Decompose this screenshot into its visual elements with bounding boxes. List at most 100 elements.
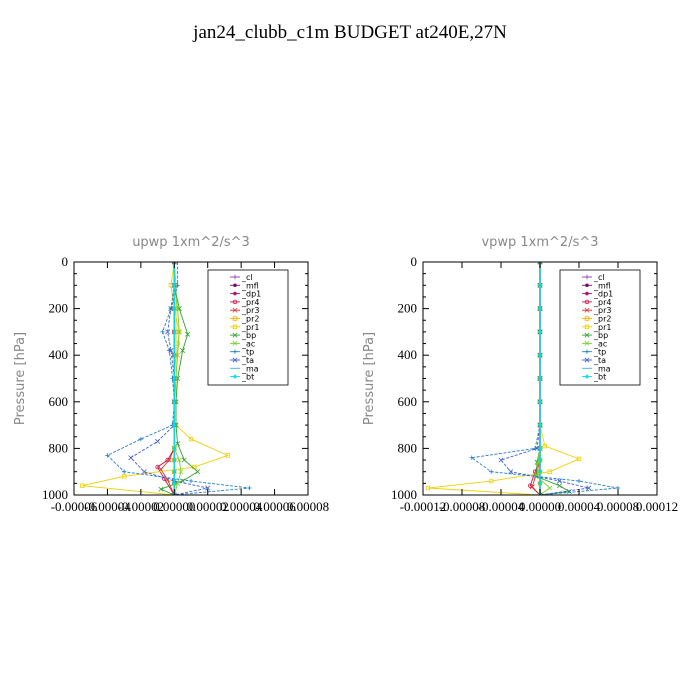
- point-_tp: [188, 478, 194, 484]
- y-tick-label: 800: [398, 440, 418, 455]
- legend-label: _pr4: [241, 298, 259, 307]
- legend-swatch-marker: [233, 291, 237, 296]
- point-_ta: [508, 469, 514, 475]
- point-_bp: [185, 331, 191, 337]
- legend-label: _ta: [593, 356, 606, 365]
- legend-label: _bp: [593, 331, 608, 340]
- point-_ta: [128, 455, 134, 461]
- legend-label: _pr2: [241, 315, 259, 324]
- legend: _cl_mfl_dp1_pr4_pr3_pr2_pr1_bp_ac_tp_ta_…: [559, 269, 641, 386]
- point-_bp: [195, 469, 201, 475]
- x-tick-label: 0.00008: [287, 499, 329, 514]
- legend-label: _tp: [241, 348, 254, 357]
- point-_bp: [557, 483, 562, 489]
- y-axis-label: Pressure [hPa]: [13, 332, 28, 425]
- legend-label: _ac: [241, 339, 255, 348]
- legend-box: [207, 269, 289, 386]
- point-_ta: [537, 492, 543, 495]
- point-_tp: [175, 262, 180, 265]
- legend: _cl_mfl_dp1_pr4_pr3_pr2_pr1_bp_ac_tp_ta_…: [207, 269, 289, 386]
- legend-label: _pr2: [593, 315, 611, 324]
- point-_tp: [576, 478, 582, 484]
- x-tick-label: -0.00004: [84, 499, 131, 514]
- series-line-_pr1: [82, 262, 229, 495]
- point-_ac: [175, 306, 181, 312]
- legend-label: _dp1: [593, 290, 613, 299]
- legend-swatch-marker: [584, 324, 590, 329]
- chart-title: vpwp 1xm^2/s^3: [481, 235, 598, 250]
- point-_bt: [172, 446, 177, 451]
- legend-label: _pr1: [593, 323, 611, 332]
- point-_pr1: [576, 456, 582, 462]
- legend-swatch-marker: [585, 291, 589, 296]
- y-tick-label: 800: [49, 440, 69, 455]
- legend-swatch-marker: [233, 283, 237, 288]
- point-_bt: [537, 422, 543, 428]
- x-tick-label: 0.00004: [558, 499, 601, 514]
- point-_bt: [537, 376, 543, 381]
- legend-label: _mfl: [241, 281, 259, 290]
- point-_bp: [181, 457, 187, 463]
- x-tick-label: 0.00004: [220, 499, 263, 514]
- legend-label: _pr3: [241, 306, 259, 315]
- point-_ta: [168, 348, 174, 354]
- point-_ta: [205, 485, 211, 491]
- legend-swatch-marker: [585, 283, 589, 288]
- chart-panel-2: vpwp 1xm^2/s^3 Pressure [hPa] 0 200 400 600 80…: [362, 235, 678, 514]
- point-_ta: [171, 262, 177, 265]
- legend-swatch-marker: [584, 357, 590, 363]
- y-tick-label: 400: [398, 347, 418, 362]
- point-_tp: [121, 469, 127, 474]
- legend-swatch-marker: [232, 299, 238, 305]
- point-_ta: [586, 485, 592, 491]
- legend-label: _ma: [593, 364, 611, 373]
- x-tick-label: 0.00000: [519, 499, 561, 514]
- x-tick-label: -0.00008: [439, 499, 486, 514]
- legend-label: _bp: [241, 331, 256, 340]
- legend-swatch-marker: [232, 307, 238, 313]
- legend-label: _pr3: [593, 306, 611, 315]
- point-_ta: [165, 329, 171, 335]
- point-_pr1: [225, 453, 230, 458]
- point-_tp: [138, 436, 144, 442]
- y-axis-label: Pressure [hPa]: [362, 332, 377, 425]
- legend-label: _pr4: [593, 298, 611, 307]
- point-_bt: [172, 353, 177, 358]
- chart-title: upwp 1xm^2/s^3: [132, 235, 250, 250]
- point-_ac: [175, 352, 181, 358]
- x-tick-label: 0.00000: [153, 499, 195, 514]
- point-_bt: [172, 469, 177, 474]
- point-_ta: [141, 469, 147, 475]
- legend-label: _bt: [241, 373, 254, 382]
- y-tick-label: 0: [411, 254, 418, 269]
- legend-label: _ma: [241, 364, 259, 373]
- point-_pr1: [547, 469, 552, 474]
- point-_pr1: [80, 483, 85, 488]
- point-_bt: [172, 457, 177, 463]
- point-_ta: [534, 445, 540, 451]
- point-_bt: [537, 481, 543, 486]
- x-tick-label: -0.00006: [51, 499, 98, 514]
- legend-label: _ac: [593, 339, 607, 348]
- x-tick-label: -0.00012: [400, 499, 447, 514]
- legend-label: _cl: [241, 273, 253, 282]
- legend-swatch-marker: [232, 357, 238, 363]
- x-tick-label: 0.00008: [597, 499, 639, 514]
- legend-label: _tp: [593, 348, 606, 357]
- point-_ta: [498, 457, 504, 463]
- point-_bt: [172, 306, 177, 311]
- point-_bt: [537, 306, 543, 311]
- y-tick-label: 400: [49, 347, 69, 362]
- legend-label: _dp1: [241, 290, 261, 299]
- point-_bt: [172, 283, 177, 288]
- point-_tp: [105, 453, 110, 458]
- x-tick-label: -0.00004: [478, 499, 525, 514]
- legend-swatch-marker: [232, 332, 238, 338]
- x-tick-label: 0.00006: [253, 499, 296, 514]
- legend-swatch-marker: [584, 349, 590, 354]
- legend-swatch-marker: [232, 374, 238, 379]
- point-_pr4: [528, 483, 533, 488]
- point-_bt: [172, 399, 177, 404]
- y-tick-label: 200: [398, 301, 418, 316]
- point-_pr1: [425, 485, 431, 491]
